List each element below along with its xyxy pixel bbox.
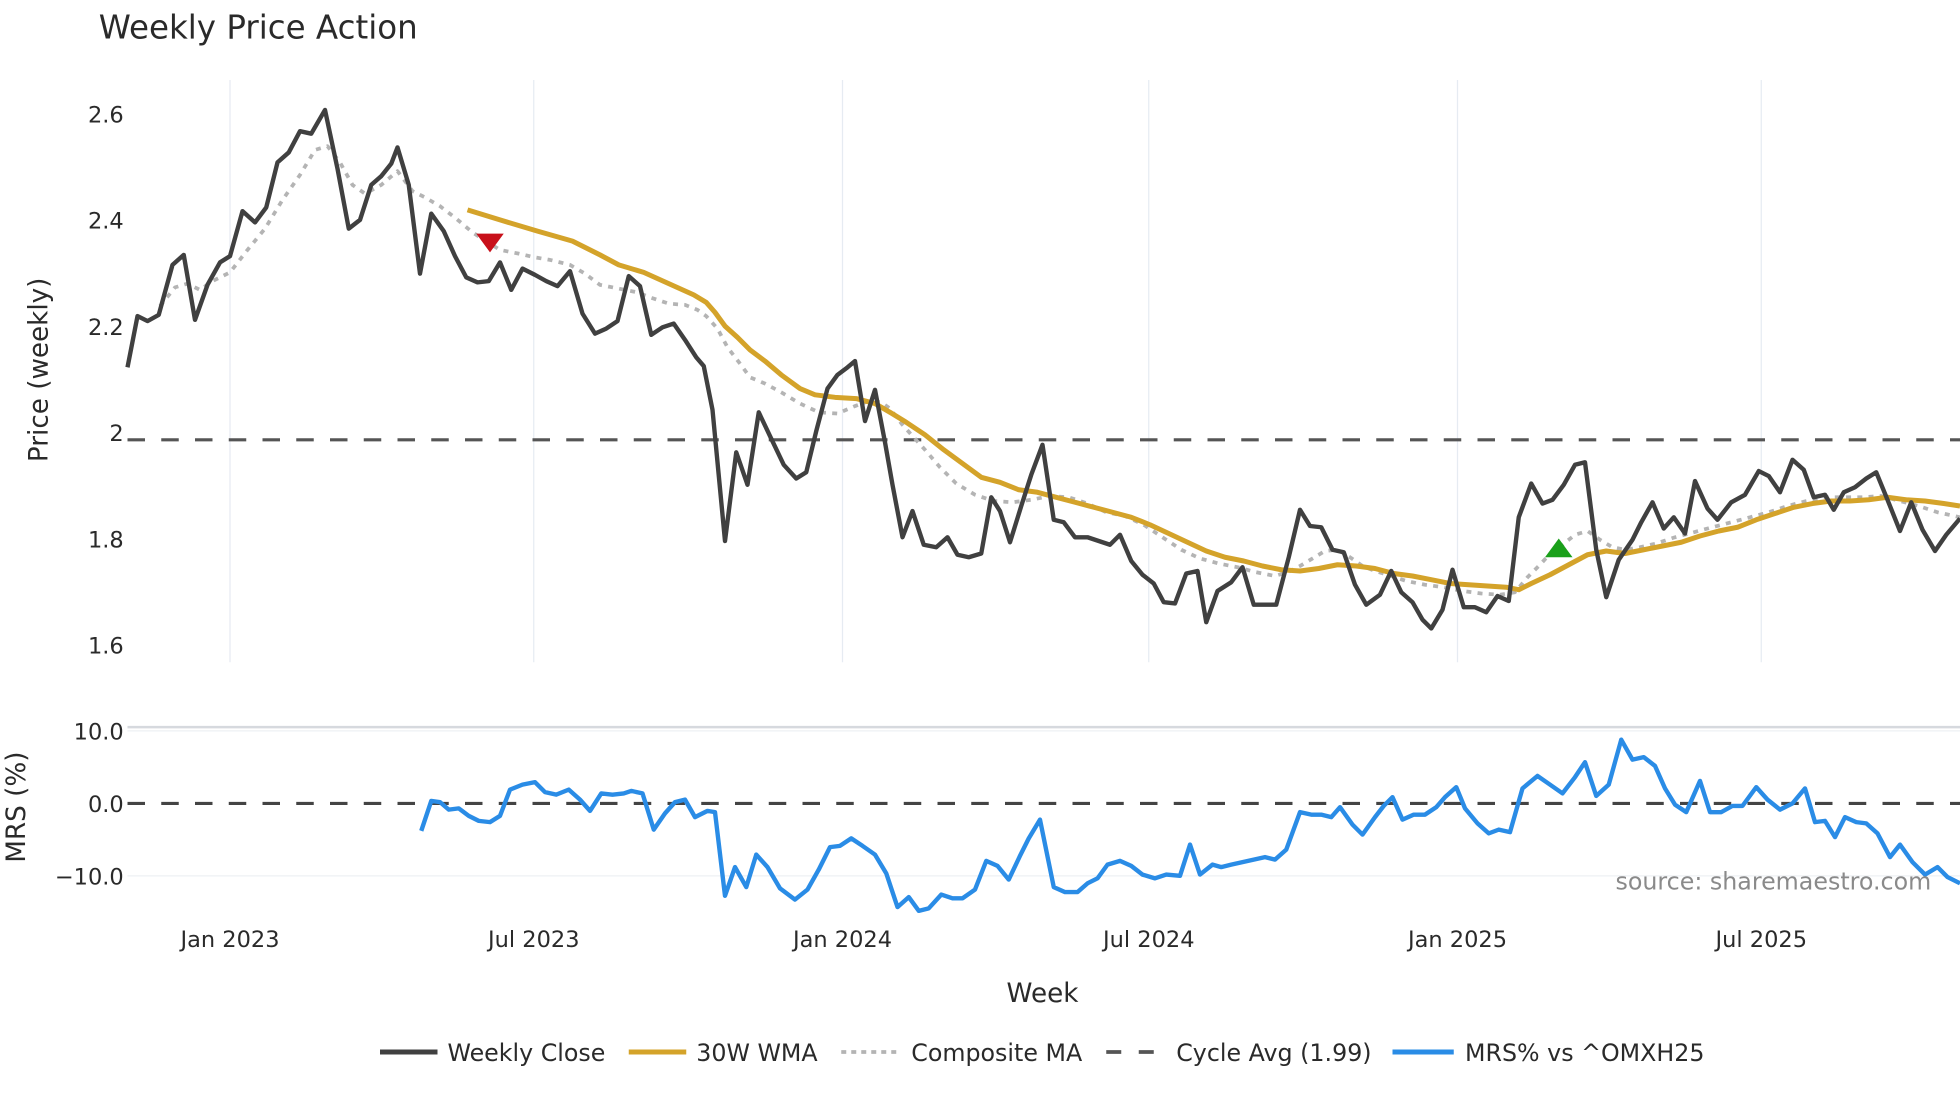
x-tick: Jan 2023	[178, 927, 279, 953]
legend-item-30w-wma[interactable]: 30W WMA	[628, 1039, 819, 1067]
y-tick: 1.6	[88, 633, 124, 659]
x-tick: Jan 2025	[1406, 927, 1507, 953]
price-series-group	[125, 107, 1960, 631]
x-tick: Jul 2024	[1101, 927, 1195, 953]
price-y-ticks: 2.6 2.4 2.2 2 1.8 1.6	[88, 102, 124, 659]
x-tick: Jul 2025	[1713, 927, 1807, 953]
legend-label: Weekly Close	[448, 1039, 606, 1067]
legend-label: MRS% vs ^OMXH25	[1465, 1039, 1705, 1067]
series-composite-ma	[158, 144, 1960, 597]
sell-signal-marker-icon	[476, 233, 504, 253]
legend-item-weekly-close[interactable]: Weekly Close	[380, 1039, 605, 1067]
x-axis-title: Week	[1007, 979, 1080, 1009]
y-tick: −10.0	[55, 865, 124, 891]
legend: Weekly Close 30W WMA Composite MA Cycle …	[380, 1039, 1705, 1067]
mrs-y-axis-title: MRS (%)	[2, 752, 32, 863]
legend-label: Composite MA	[911, 1039, 1083, 1067]
legend-label: 30W WMA	[696, 1039, 818, 1067]
y-tick: 10.0	[74, 720, 124, 746]
legend-item-mrs[interactable]: MRS% vs ^OMXH25	[1392, 1039, 1705, 1067]
x-ticks: Jan 2023 Jul 2023 Jan 2024 Jul 2024 Jan …	[178, 927, 1807, 953]
legend-item-composite-ma[interactable]: Composite MA	[841, 1039, 1083, 1067]
y-tick: 0.0	[88, 792, 124, 818]
x-tick: Jan 2024	[791, 927, 892, 953]
source-annotation: source: sharemaestro.com	[1616, 868, 1932, 896]
y-tick: 2.2	[88, 315, 124, 341]
chart-title: Weekly Price Action	[99, 9, 418, 47]
y-tick: 2.6	[88, 102, 124, 128]
price-y-axis-title: Price (weekly)	[24, 278, 54, 463]
y-tick: 1.8	[88, 527, 124, 553]
legend-label: Cycle Avg (1.99)	[1176, 1039, 1371, 1067]
y-tick: 2	[109, 421, 123, 447]
series-weekly-close	[125, 107, 1960, 631]
series-mrs-vs-omxh25	[419, 737, 1960, 914]
mrs-series-group	[127, 737, 1960, 914]
mrs-y-ticks: 10.0 0.0 −10.0	[55, 720, 124, 891]
buy-signal-marker-icon	[1545, 538, 1573, 558]
y-tick: 2.4	[88, 209, 124, 235]
legend-item-cycle-avg[interactable]: Cycle Avg (1.99)	[1106, 1039, 1372, 1067]
series-30w-wma	[466, 207, 1960, 593]
mrs-gridlines	[127, 725, 1960, 877]
x-tick: Jul 2023	[486, 927, 580, 953]
